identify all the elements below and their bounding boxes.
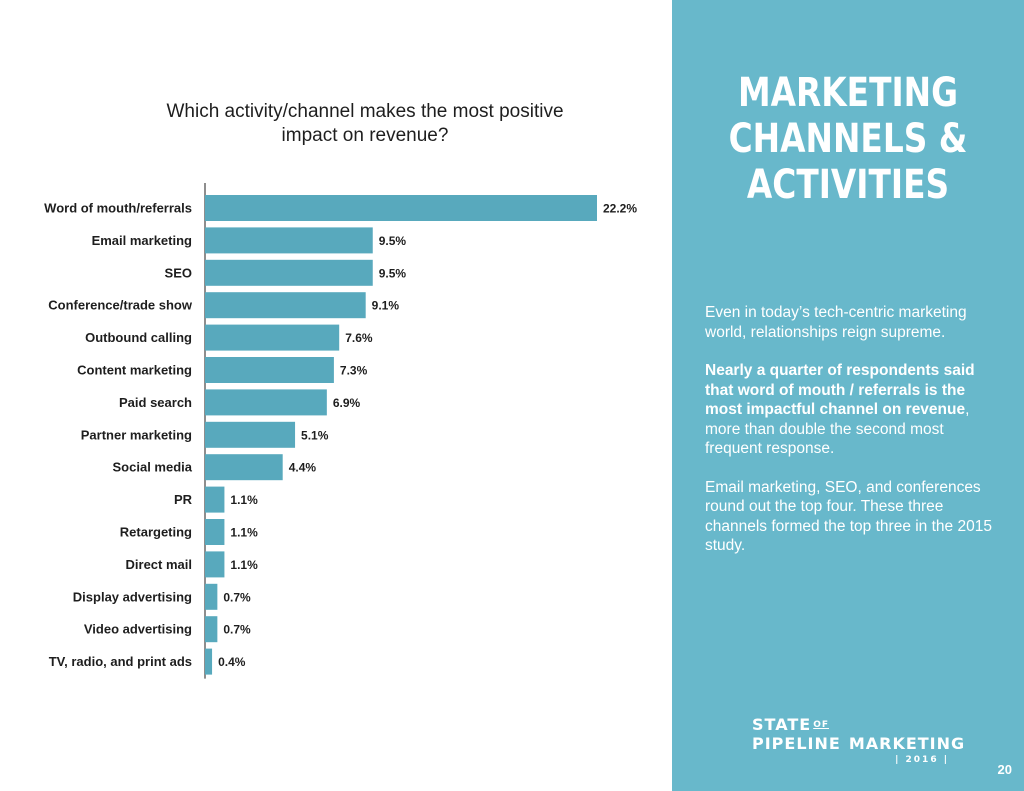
bar-12: [205, 583, 218, 610]
value-label-8: 4.4%: [289, 461, 317, 475]
logo-line-1: STATE OF: [752, 716, 957, 734]
value-label-1: 9.5%: [379, 234, 407, 248]
category-label-14: TV, radio, and print ads: [49, 654, 192, 669]
category-label-4: Outbound calling: [85, 330, 192, 345]
category-label-8: Social media: [113, 460, 193, 475]
value-label-13: 0.7%: [223, 623, 251, 637]
section-heading: MARKETING CHANNELS & ACTIVITIES: [704, 70, 993, 208]
value-label-4: 7.6%: [345, 331, 373, 345]
category-label-6: Paid search: [119, 395, 192, 410]
logo-year: | 2016 |: [895, 755, 949, 765]
category-label-2: SEO: [165, 265, 192, 280]
bar-2: [205, 259, 373, 286]
bar-11: [205, 551, 225, 578]
category-label-11: Direct mail: [126, 557, 192, 572]
page-number: 20: [997, 762, 1012, 777]
value-label-0: 22.2%: [603, 202, 637, 216]
value-label-5: 7.3%: [340, 364, 368, 378]
bar-chart: Word of mouth/referrals 22.2% Email market…: [44, 183, 637, 679]
paragraph-3: Email marketing, SEO, and conferences ro…: [705, 478, 992, 555]
value-label-11: 1.1%: [230, 558, 258, 572]
category-label-7: Partner marketing: [81, 427, 192, 442]
value-label-9: 1.1%: [230, 493, 258, 507]
paragraph-1: Even in today’s tech-centric marketing w…: [705, 304, 967, 341]
bar-6: [205, 389, 327, 416]
heading-line-1: MARKETING: [737, 70, 959, 116]
category-label-13: Video advertising: [84, 622, 192, 637]
category-label-5: Content marketing: [77, 363, 192, 378]
category-label-9: PR: [174, 492, 193, 507]
paragraph-2: Nearly a quarter of respondents said tha…: [705, 361, 997, 459]
category-label-3: Conference/trade show: [48, 298, 193, 313]
bar-0: [205, 195, 597, 221]
bar-4: [205, 324, 340, 351]
bar-14: [205, 648, 213, 675]
bar-7: [205, 421, 296, 448]
paragraph-2-bold: Nearly a quarter of respondents said tha…: [705, 362, 975, 418]
chart-title: Which activity/channel makes the most po…: [80, 100, 650, 148]
value-label-14: 0.4%: [218, 655, 246, 669]
side-panel: MARKETING CHANNELS & ACTIVITIES Even in …: [672, 0, 1024, 791]
side-text: Even in today’s tech-centric marketing w…: [705, 303, 997, 575]
category-label-0: Word of mouth/referrals: [44, 201, 192, 216]
category-label-10: Retargeting: [120, 525, 192, 540]
heading-line-2: CHANNELS &: [728, 116, 968, 162]
bar-5: [205, 357, 334, 383]
value-label-3: 9.1%: [372, 299, 400, 313]
chart-title-line-2: impact on revenue?: [281, 125, 449, 146]
value-label-6: 6.9%: [333, 396, 361, 410]
logo-pipeline: PIPELINE: [752, 734, 841, 753]
logo-line-2: PIPELINE MARKETING: [752, 734, 964, 754]
bar-3: [205, 292, 366, 319]
bar-10: [205, 519, 225, 545]
bar-8: [205, 454, 283, 481]
logo-state: STATE: [752, 715, 812, 734]
chart-title-line-1: Which activity/channel makes the most po…: [166, 101, 564, 122]
bar-13: [205, 616, 218, 643]
paragraph-2-rest: , more than double the second most frequ…: [705, 401, 970, 457]
value-label-2: 9.5%: [379, 266, 407, 280]
category-label-12: Display advertising: [73, 589, 192, 604]
value-label-10: 1.1%: [230, 526, 258, 540]
bar-1: [205, 227, 373, 254]
logo-marketing: MARKETING: [848, 734, 966, 753]
value-label-12: 0.7%: [223, 590, 251, 604]
heading-line-3: ACTIVITIES: [746, 162, 950, 208]
brand-logo: STATE OF PIPELINE MARKETING | 2016 |: [752, 716, 964, 766]
value-label-7: 5.1%: [301, 428, 329, 442]
logo-of: OF: [813, 720, 829, 730]
category-label-1: Email marketing: [92, 233, 192, 248]
bar-9: [205, 486, 225, 513]
